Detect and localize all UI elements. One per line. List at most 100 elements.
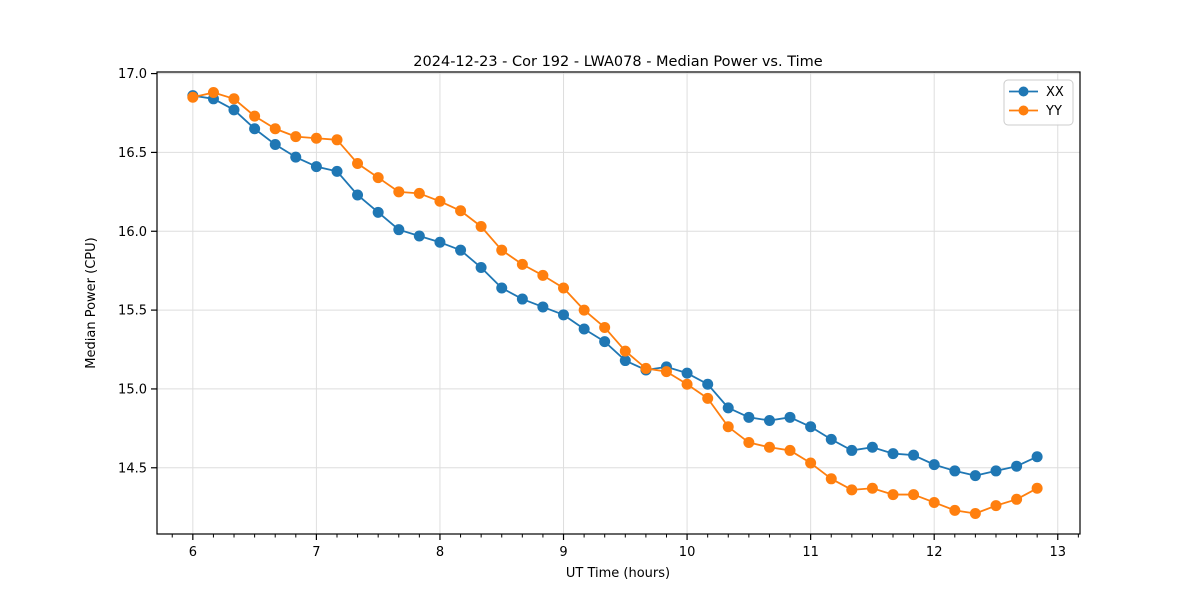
series-yy-marker bbox=[990, 500, 1002, 512]
grid-lines bbox=[157, 72, 1080, 534]
x-tick-label: 9 bbox=[559, 545, 567, 560]
series-xx-marker bbox=[702, 378, 714, 390]
series-xx-marker bbox=[887, 448, 899, 460]
series-yy-marker bbox=[908, 489, 920, 501]
series-yy-marker bbox=[969, 508, 981, 520]
series-xx-marker bbox=[331, 165, 343, 177]
series-xx-marker bbox=[516, 293, 528, 305]
series-xx-marker bbox=[928, 459, 940, 471]
series-yy-marker bbox=[825, 473, 837, 485]
series-xx-marker bbox=[249, 123, 261, 135]
series-xx-marker bbox=[763, 414, 775, 426]
series-yy-line bbox=[191, 91, 1039, 515]
axis-ticks: 6 7 8 9 10 11 12 13 14.5 15.0 15.5 16.0 16.5 17.0 bbox=[118, 67, 1079, 560]
series-yy-marker bbox=[310, 132, 322, 144]
series-yy-marker bbox=[928, 496, 940, 508]
series-yy-marker bbox=[228, 93, 240, 105]
series-xx-marker bbox=[228, 104, 240, 116]
series-yy-marker bbox=[269, 123, 281, 135]
series-xx-marker bbox=[558, 309, 570, 321]
series-yy-marker bbox=[558, 282, 570, 294]
series-yy-marker bbox=[207, 86, 219, 98]
series-yy-marker bbox=[640, 362, 652, 374]
series-yy-marker bbox=[331, 134, 343, 146]
series-yy-marker bbox=[763, 441, 775, 453]
series-xx-marker bbox=[290, 151, 302, 163]
series-xx-marker bbox=[413, 230, 425, 242]
series-xx-marker bbox=[908, 449, 920, 461]
series-yy-marker bbox=[1031, 482, 1043, 494]
series-xx-marker bbox=[269, 139, 281, 151]
series-yy-marker bbox=[866, 482, 878, 494]
series-xx-marker bbox=[537, 301, 549, 313]
series-yy-marker bbox=[249, 110, 261, 122]
y-axis-label: Median Power (CPU) bbox=[84, 237, 99, 368]
x-axis-label: UT Time (hours) bbox=[566, 566, 670, 581]
series-yy-marker bbox=[681, 378, 693, 390]
series-xx-marker bbox=[310, 161, 322, 173]
legend-marker-xx bbox=[1018, 86, 1029, 97]
x-tick-label: 10 bbox=[679, 545, 696, 560]
series-xx-marker bbox=[372, 206, 384, 218]
series-yy-marker bbox=[475, 221, 487, 233]
series-yy-marker bbox=[949, 504, 961, 516]
y-tick-label: 17.0 bbox=[118, 67, 147, 82]
series-xx-marker bbox=[393, 224, 405, 236]
series-xx-marker bbox=[949, 465, 961, 477]
series-yy-marker bbox=[187, 91, 199, 103]
series-xx-marker bbox=[846, 444, 858, 456]
x-tick-label: 13 bbox=[1049, 545, 1066, 560]
series-xx-marker bbox=[475, 262, 487, 274]
series-xx-marker bbox=[1031, 451, 1043, 463]
series-yy-marker bbox=[784, 444, 796, 456]
series-yy-marker bbox=[496, 244, 508, 256]
y-tick-label: 14.5 bbox=[118, 461, 147, 476]
series-xx-marker bbox=[352, 189, 364, 201]
x-tick-label: 11 bbox=[802, 545, 819, 560]
series-yy-marker bbox=[372, 172, 384, 184]
series-xx-marker bbox=[455, 244, 467, 256]
series-xx-marker bbox=[681, 367, 693, 379]
series-yy-marker bbox=[455, 205, 467, 217]
y-tick-label: 16.0 bbox=[118, 225, 147, 240]
series-yy-marker bbox=[619, 345, 631, 357]
series-xx-marker bbox=[784, 411, 796, 423]
y-tick-label: 15.5 bbox=[118, 304, 147, 319]
x-tick-label: 7 bbox=[312, 545, 320, 560]
series-xx-marker bbox=[578, 323, 590, 335]
series-yy-marker bbox=[537, 269, 549, 281]
legend: XX YY bbox=[1003, 79, 1074, 126]
series-yy-marker bbox=[887, 489, 899, 501]
series-yy-marker bbox=[393, 186, 405, 198]
chart-title: 2024-12-23 - Cor 192 - LWA078 - Median P… bbox=[413, 54, 822, 70]
series-yy-marker bbox=[722, 421, 734, 433]
series-xx-marker bbox=[434, 236, 446, 248]
series-yy-marker bbox=[805, 457, 817, 469]
y-tick-label: 16.5 bbox=[118, 146, 147, 161]
series-yy-marker bbox=[413, 187, 425, 199]
series-yy-marker bbox=[290, 131, 302, 143]
series-xx-marker bbox=[599, 336, 611, 348]
legend-label-xx: XX bbox=[1046, 85, 1064, 100]
series-yy-marker bbox=[702, 392, 714, 404]
series-xx-marker bbox=[805, 421, 817, 433]
x-tick-label: 6 bbox=[189, 545, 197, 560]
series-yy-marker bbox=[578, 304, 590, 316]
series-xx-marker bbox=[722, 402, 734, 414]
series-yy-marker bbox=[352, 157, 364, 169]
series-xx-marker bbox=[969, 470, 981, 482]
series-xx-marker bbox=[496, 282, 508, 294]
data-series bbox=[187, 86, 1043, 520]
series-yy-marker bbox=[434, 195, 446, 207]
series-xx-marker bbox=[1011, 460, 1023, 472]
series-xx-marker bbox=[825, 433, 837, 445]
legend-label-yy: YY bbox=[1045, 104, 1062, 119]
series-yy-marker bbox=[599, 321, 611, 333]
legend-marker-yy bbox=[1018, 105, 1029, 116]
series-yy-marker bbox=[846, 484, 858, 496]
legend-item-xx: XX bbox=[1009, 85, 1064, 100]
legend-item-yy: YY bbox=[1009, 104, 1062, 119]
x-tick-label: 12 bbox=[926, 545, 943, 560]
